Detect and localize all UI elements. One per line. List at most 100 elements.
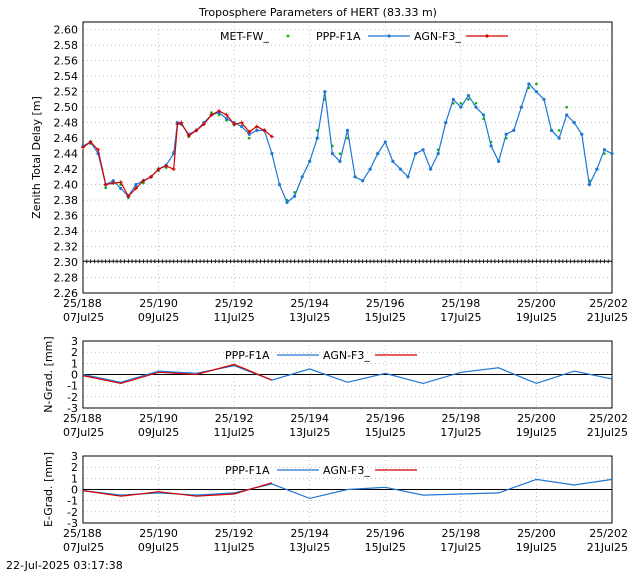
- y-axis-label: N-Grad. [mm]: [42, 336, 55, 412]
- xtick-date: 07Jul25: [63, 311, 104, 324]
- data-point: [201, 122, 206, 127]
- data-point: [217, 109, 222, 114]
- xtick-doy: 25/192: [215, 297, 254, 310]
- series-ppp-f1a: [82, 478, 613, 500]
- data-point: [549, 128, 554, 132]
- reference-series: [82, 259, 613, 264]
- series-line: [82, 363, 273, 385]
- xtick-date: 13Jul25: [289, 311, 330, 324]
- xtick-date: 09Jul25: [138, 311, 179, 324]
- legend-label: PPP-F1A: [225, 349, 270, 362]
- ytick-label: 3: [71, 450, 78, 463]
- xtick-date: 15Jul25: [365, 541, 406, 554]
- xtick-doy: 25/200: [517, 412, 556, 425]
- xtick-doy: 25/188: [63, 527, 102, 540]
- data-point: [565, 113, 569, 117]
- xtick-doy: 25/192: [215, 527, 254, 540]
- data-point: [156, 167, 161, 172]
- legend-label: AGN-F3_: [414, 30, 461, 43]
- xtick-date: 13Jul25: [289, 541, 330, 554]
- ytick-label: 1: [71, 472, 78, 485]
- ytick-label: 2.58: [54, 39, 79, 52]
- series-agn-f3-: [81, 109, 274, 199]
- data-point: [368, 167, 372, 171]
- data-point: [179, 120, 184, 125]
- xtick-date: 07Jul25: [63, 426, 104, 439]
- xtick-doy: 25/200: [517, 527, 556, 540]
- data-point: [269, 134, 274, 139]
- data-point: [104, 186, 107, 189]
- xtick-date: 11Jul25: [214, 541, 255, 554]
- ytick-label: 2.26: [54, 287, 79, 300]
- data-point: [255, 128, 259, 132]
- ytick-label: 2: [71, 461, 78, 474]
- legend-swatch: [286, 34, 290, 38]
- series-met-fw-: [81, 82, 614, 202]
- xtick-date: 13Jul25: [289, 426, 330, 439]
- xtick-doy: 25/188: [63, 412, 102, 425]
- series-line: [82, 482, 273, 497]
- data-point: [239, 120, 244, 125]
- data-point: [436, 152, 440, 156]
- data-point: [504, 132, 508, 136]
- data-point: [164, 164, 169, 169]
- data-point: [175, 122, 180, 127]
- data-point: [466, 93, 471, 98]
- data-point: [587, 183, 591, 187]
- panel-ztd: 2.26 2.28 2.30 2.32 2.34 2.36 2.38 2.40 2.42 2.44…: [30, 21, 628, 324]
- xtick-doy: 25/192: [215, 412, 254, 425]
- xtick-date: 15Jul25: [365, 311, 406, 324]
- data-point: [209, 112, 214, 117]
- ytick-label: 2.50: [54, 101, 79, 114]
- data-point: [134, 183, 138, 187]
- data-point: [217, 113, 221, 117]
- plot-frame: [82, 21, 613, 294]
- ytick-label: 0: [71, 369, 78, 382]
- legend-marker: [485, 34, 489, 38]
- data-point: [277, 183, 282, 187]
- ytick-label: 2.40: [54, 179, 79, 192]
- data-point: [451, 97, 455, 102]
- ytick-label: 2.52: [54, 86, 79, 99]
- data-point: [186, 133, 191, 138]
- data-point: [595, 167, 599, 171]
- ytick-label: -2: [67, 391, 78, 404]
- xtick-doy: 25/194: [290, 297, 329, 310]
- data-point: [111, 179, 115, 183]
- data-point: [126, 194, 131, 199]
- data-point: [459, 102, 463, 105]
- data-point: [149, 174, 154, 179]
- data-point: [224, 112, 229, 117]
- data-point: [133, 186, 138, 191]
- legend: PPP-F1A AGN-F3_: [225, 464, 417, 477]
- legend: MET-FW_ PPP-F1A AGN-F3_: [220, 30, 508, 43]
- ytick-label: 2.34: [54, 225, 79, 238]
- ytick-label: -2: [67, 506, 78, 519]
- xtick-date: 09Jul25: [138, 541, 179, 554]
- data-point: [474, 102, 478, 105]
- data-point: [489, 144, 493, 148]
- data-point: [323, 90, 327, 94]
- data-point: [308, 159, 312, 163]
- data-point: [345, 128, 350, 132]
- data-point: [247, 132, 251, 136]
- xtick-doy: 25/196: [366, 412, 405, 425]
- series-ppp-f1a: [82, 364, 613, 385]
- ytick-label: 0: [71, 484, 78, 497]
- data-point: [142, 181, 145, 185]
- ytick-label: 3: [71, 335, 78, 348]
- xtick-doy: 25/194: [290, 412, 329, 425]
- ytick-label: 2.56: [54, 55, 79, 68]
- xtick-doy: 25/188: [63, 297, 102, 310]
- xtick-date: 09Jul25: [138, 426, 179, 439]
- ytick-label: 2.60: [54, 24, 79, 37]
- xtick-doy: 25/190: [139, 527, 178, 540]
- data-point: [338, 152, 342, 155]
- xtick-doy: 25/202: [589, 297, 628, 310]
- data-point: [111, 181, 116, 186]
- ytick-label: -1: [67, 380, 78, 393]
- data-point: [534, 90, 539, 94]
